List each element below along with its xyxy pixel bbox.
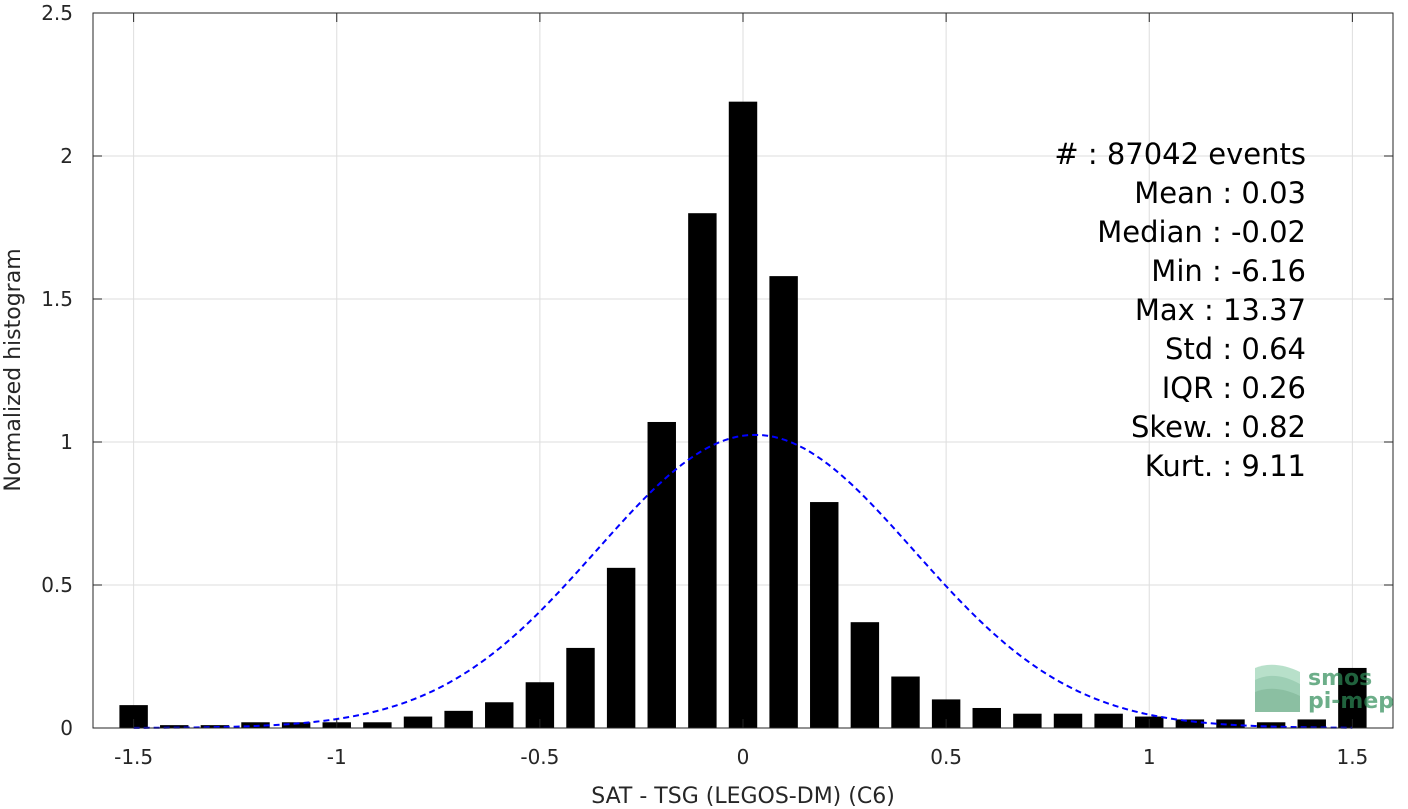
y-axis-ticks: 0 0.5 1 1.5 2 2.5: [41, 1, 1393, 740]
x-axis-label: SAT - TSG (LEGOS-DM) (C6): [591, 784, 895, 809]
stats-line: Skew. : 0.82: [1131, 410, 1306, 444]
histogram-bar: [363, 722, 392, 728]
histogram-bar: [769, 276, 798, 728]
histogram-bar: [1175, 719, 1205, 728]
histogram-bar: [1053, 713, 1083, 728]
x-tick-label: 0: [737, 745, 750, 769]
y-tick-label: 2.5: [41, 1, 73, 25]
histogram-bar: [119, 705, 148, 728]
stats-line: Std : 0.64: [1165, 332, 1306, 366]
stats-line: Min : -6.16: [1151, 254, 1306, 288]
histogram-bar: [1338, 667, 1367, 728]
wave-logo-icon: [1255, 664, 1300, 712]
histogram-bar: [566, 647, 595, 728]
y-tick-label: 1.5: [41, 287, 73, 311]
histogram-bar: [728, 101, 758, 728]
x-tick-label: -1.5: [114, 745, 153, 769]
x-tick-label: 1: [1143, 745, 1156, 769]
histogram-bar: [485, 702, 514, 728]
histogram-bar: [810, 502, 839, 728]
histogram-bar: [647, 421, 676, 728]
histogram-bar: [160, 725, 189, 728]
x-tick-label: 1.5: [1336, 745, 1368, 769]
y-tick-label: 1: [60, 430, 73, 454]
x-tick-label: -1: [327, 745, 347, 769]
stats-line: Mean : 0.03: [1134, 176, 1306, 210]
histogram-bar: [281, 722, 311, 728]
y-tick-label: 0.5: [41, 573, 73, 597]
logo-text-pimep: pi-mep: [1308, 689, 1394, 714]
histogram-bar: [1094, 713, 1123, 728]
histogram-bar: [606, 567, 636, 728]
y-axis-label: Normalized histogram: [1, 248, 26, 491]
x-axis-ticks: -1.5 -1 -0.5 0 0.5 1 1.5: [114, 13, 1368, 769]
y-tick-label: 0: [60, 716, 73, 740]
x-tick-label: 0.5: [930, 745, 962, 769]
histogram-bar: [850, 622, 880, 728]
histogram-bar: [1256, 722, 1286, 728]
logo-text-smos: smos: [1308, 666, 1372, 691]
histogram-bar: [1297, 719, 1326, 728]
stats-line: Kurt. : 9.11: [1145, 449, 1306, 483]
x-tick-label: -0.5: [520, 745, 559, 769]
histogram-bar: [403, 716, 433, 728]
histogram-bar: [1013, 713, 1042, 728]
smos-pimep-logo: smos pi-mep: [1255, 664, 1394, 714]
stats-line: IQR : 0.26: [1162, 371, 1306, 405]
y-tick-label: 2: [60, 144, 73, 168]
stats-line: # : 87042 events: [1054, 137, 1306, 171]
histogram-bar: [444, 710, 473, 728]
histogram-bar: [688, 213, 717, 728]
bars: [119, 101, 1367, 728]
stats-box: # : 87042 events Mean : 0.03 Median : -0.0…: [1054, 137, 1306, 483]
histogram-bar: [972, 707, 1001, 728]
histogram-bar: [1216, 719, 1245, 728]
histogram-bar: [891, 676, 920, 728]
stats-line: Max : 13.37: [1135, 293, 1306, 327]
stats-line: Median : -0.02: [1097, 215, 1306, 249]
